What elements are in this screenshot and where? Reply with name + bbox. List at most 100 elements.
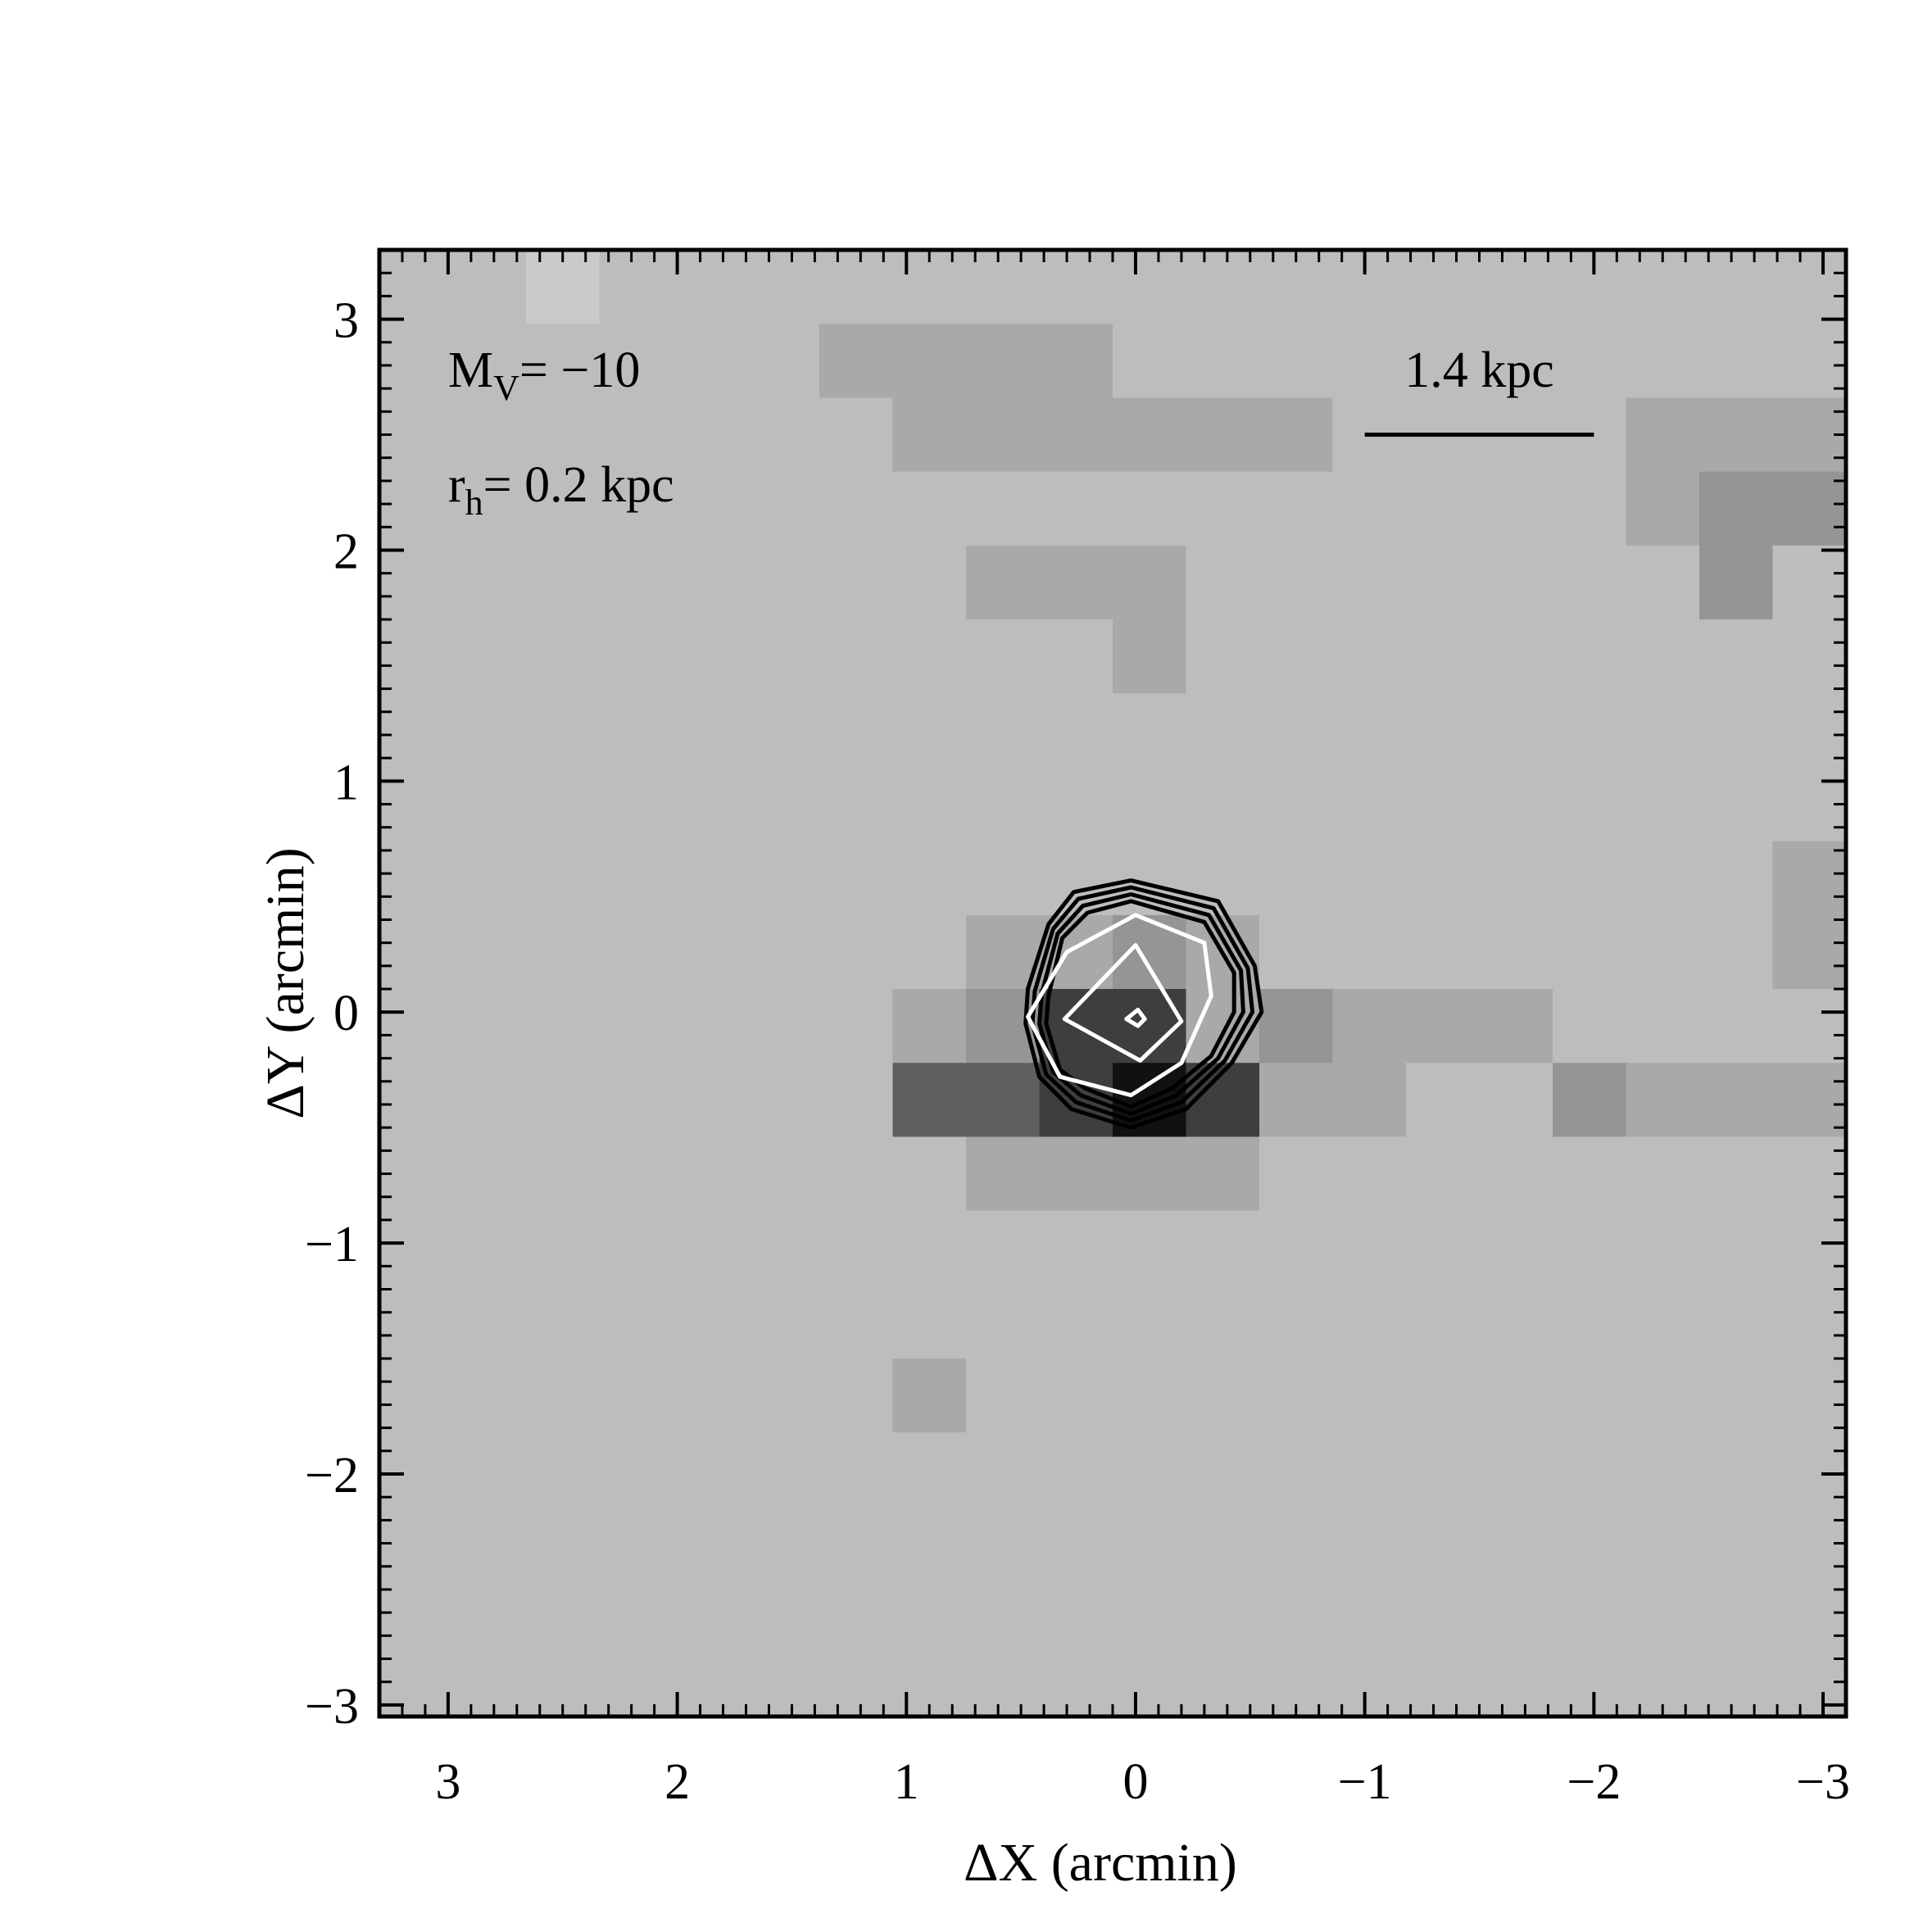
density-cell [1113, 767, 1187, 842]
density-cell [1699, 914, 1774, 990]
density-cell [1039, 1210, 1113, 1286]
density-cell [1626, 693, 1700, 769]
density-cell [452, 1653, 527, 1717]
density-cell [1259, 545, 1334, 620]
density-cell [1113, 914, 1187, 990]
density-cell [1626, 989, 1700, 1064]
density-cell [1626, 841, 1700, 916]
density-cell [966, 1136, 1041, 1212]
density-cell [1772, 989, 1846, 1064]
contour-line [1037, 892, 1245, 1116]
density-cell [1186, 1653, 1260, 1717]
density-cell [526, 1506, 601, 1581]
density-cell [819, 1136, 894, 1212]
density-cell [1406, 619, 1481, 694]
density-cell [1553, 693, 1627, 769]
y-tick-label: 3 [333, 293, 359, 349]
density-cell [526, 1580, 601, 1655]
density-cell [1699, 1506, 1774, 1581]
density-cell [1406, 914, 1481, 990]
y-tick-label: −1 [305, 1217, 359, 1272]
y-tick-labels: 3 2 1 0 −1 −2 −3 [305, 293, 359, 1735]
density-cell [1039, 1432, 1113, 1508]
density-cell [966, 397, 1041, 473]
density-cell [1626, 250, 1700, 324]
density-cell [1553, 1358, 1627, 1433]
density-cell [966, 324, 1041, 399]
density-cell [746, 619, 820, 694]
density-cell [673, 841, 747, 916]
density-cell [819, 1580, 894, 1655]
density-cell [673, 1506, 747, 1581]
density-cell [1039, 1358, 1113, 1433]
density-cell [673, 989, 747, 1064]
density-cell [819, 767, 894, 842]
density-cell [966, 1284, 1041, 1359]
density-cell [1259, 1136, 1334, 1212]
density-cell [746, 1580, 820, 1655]
density-cell [1259, 693, 1334, 769]
density-cell [1113, 619, 1187, 694]
density-cell [526, 767, 601, 842]
density-cell [1259, 1284, 1334, 1359]
density-cell [1626, 914, 1700, 990]
density-cell [1479, 545, 1553, 620]
density-cell [1332, 1653, 1407, 1717]
y-tick-label: 0 [333, 986, 359, 1041]
density-cell [1332, 1136, 1407, 1212]
scale-bar-label: 1.4 kpc [1404, 342, 1554, 398]
density-cell [1406, 989, 1481, 1064]
density-cell [526, 1210, 601, 1286]
density-cell [599, 1653, 673, 1717]
svg-text:rh= 0.2 kpc: rh= 0.2 kpc [448, 457, 674, 523]
density-cell [1039, 693, 1113, 769]
density-cell [746, 841, 820, 916]
density-cell [526, 1136, 601, 1212]
density-cell [1699, 471, 1774, 546]
density-cell [746, 1432, 820, 1508]
density-cell [1332, 1358, 1407, 1433]
density-cell [819, 989, 894, 1064]
density-cell [1259, 1432, 1334, 1508]
density-cell [452, 1136, 527, 1212]
density-cell [1479, 1284, 1553, 1359]
density-cell [1699, 1432, 1774, 1508]
density-cell [1699, 250, 1774, 324]
density-cell [452, 397, 527, 473]
density-cell [1553, 1653, 1627, 1717]
density-cell [599, 767, 673, 842]
density-cell [746, 545, 820, 620]
density-cell [746, 1210, 820, 1286]
density-cell [1039, 1653, 1113, 1717]
density-cell [746, 250, 820, 324]
density-cell [599, 324, 673, 399]
density-cell [892, 1210, 967, 1286]
mv-value: = −10 [519, 342, 640, 398]
density-cell [819, 1358, 894, 1433]
density-cell [1332, 1210, 1407, 1286]
density-cell [1699, 1063, 1774, 1138]
density-cell [1699, 1358, 1774, 1433]
density-cell [1406, 250, 1481, 324]
density-cell [526, 619, 601, 694]
density-cell [1553, 1580, 1627, 1655]
density-cell [599, 250, 673, 324]
x-tick-label: −2 [1567, 1754, 1621, 1810]
density-cell [599, 545, 673, 620]
density-cell [1699, 767, 1774, 842]
density-cell [1039, 1580, 1113, 1655]
density-cell [1626, 1580, 1700, 1655]
density-cell [819, 1432, 894, 1508]
density-cell [1259, 1580, 1334, 1655]
density-cell [1186, 397, 1260, 473]
density-cell [1553, 324, 1627, 399]
density-cell [819, 1506, 894, 1581]
density-cell [673, 1358, 747, 1433]
density-cell [1479, 1653, 1553, 1717]
density-cell [1186, 1432, 1260, 1508]
density-cell [1259, 841, 1334, 916]
density-cell [1113, 1284, 1187, 1359]
density-cell [1479, 250, 1553, 324]
density-cell [1113, 250, 1187, 324]
density-cell [819, 841, 894, 916]
